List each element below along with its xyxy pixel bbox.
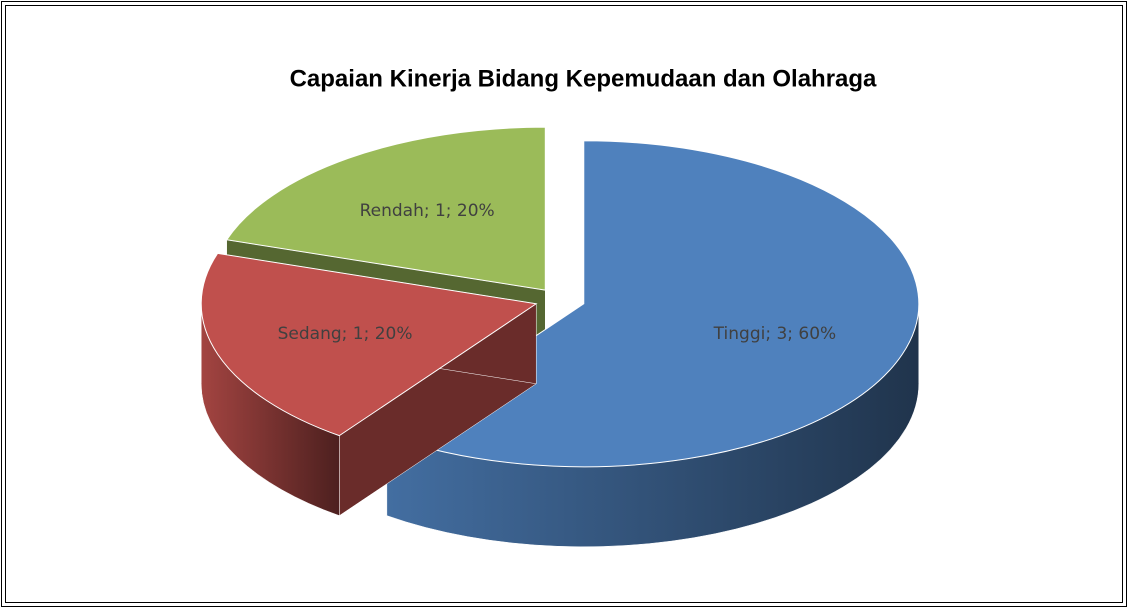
pie-slice — [225, 126, 546, 291]
inner-border — [5, 5, 1123, 603]
pie-slice — [200, 252, 538, 437]
data-label: Rendah; 1; 20% — [360, 201, 495, 221]
data-label: Tinggi; 3; 60% — [713, 324, 837, 344]
data-label: Sedang; 1; 20% — [278, 324, 413, 344]
chart-title: Capaian Kinerja Bidang Kepemudaan dan Ol… — [290, 65, 877, 92]
